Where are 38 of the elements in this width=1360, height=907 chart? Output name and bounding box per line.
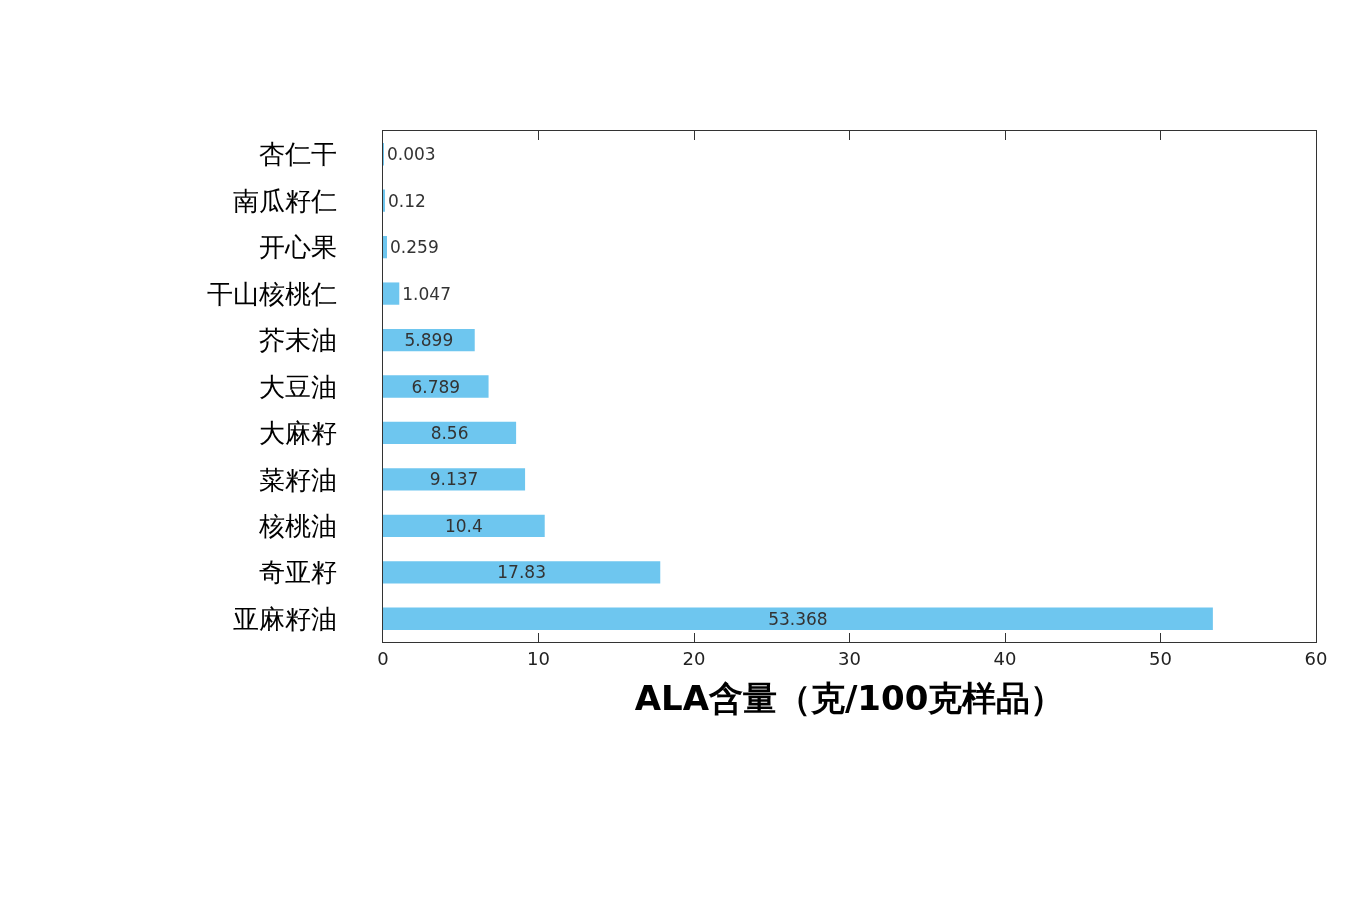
data-label: 0.003: [387, 144, 436, 165]
data-label: 53.368: [768, 608, 828, 629]
x-axis-title: ALA含量（克/100克样品）: [634, 678, 1065, 719]
data-label: 10.4: [444, 515, 483, 536]
data-label: 1.047: [402, 283, 451, 304]
data-label: 17.83: [497, 562, 546, 583]
y-tick-label: 菜籽油: [258, 464, 337, 495]
bar: [383, 561, 661, 584]
data-label: 6.789: [411, 376, 461, 397]
y-tick-label: 杏仁干: [258, 139, 337, 170]
y-tick-label: 亚麻籽油: [232, 603, 337, 634]
data-label: 5.899: [404, 330, 454, 351]
y-tick-label: 干山核桃仁: [206, 278, 337, 309]
x-tick-label: 30: [838, 647, 861, 669]
data-label: 0.259: [390, 237, 439, 258]
y-tick-label: 大麻籽: [258, 418, 337, 449]
y-tick-label: 奇亚籽: [258, 557, 337, 588]
x-tick-label: 40: [993, 647, 1017, 669]
bar: [383, 468, 526, 491]
x-tick-label: 10: [527, 647, 550, 669]
x-tick-label: 20: [682, 647, 706, 669]
x-tick-label: 0: [377, 647, 389, 669]
y-tick-label: 大豆油: [258, 371, 337, 402]
data-label: 8.56: [430, 422, 469, 443]
x-tick-label: 50: [1149, 647, 1172, 669]
y-tick-label: 核桃油: [257, 510, 337, 541]
y-tick-label: 南瓜籽仁: [232, 185, 337, 216]
bar: [383, 282, 400, 305]
data-label: 9.137: [429, 469, 479, 490]
y-tick-label: 开心果: [258, 232, 337, 263]
bar: [383, 421, 517, 445]
y-tick-label: 芥末油: [258, 325, 337, 356]
bar: [383, 607, 1213, 630]
bar: [383, 235, 388, 259]
bar: [383, 375, 489, 398]
bar: [383, 514, 545, 538]
data-label: 0.12: [388, 190, 426, 211]
x-tick-label: 60: [1304, 647, 1328, 669]
